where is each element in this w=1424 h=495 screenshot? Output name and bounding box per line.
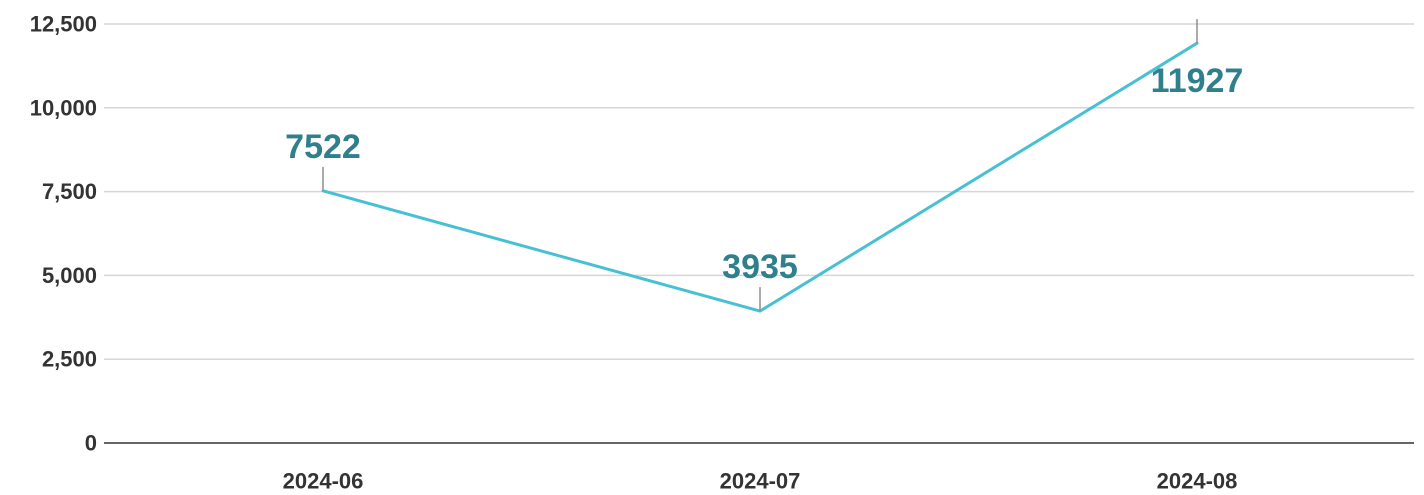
y-tick-label: 0 (85, 431, 97, 456)
y-tick-label: 10,000 (30, 95, 97, 120)
x-tick-label: 2024-06 (283, 469, 364, 494)
data-label: 3935 (722, 248, 798, 286)
data-label: 11927 (1151, 62, 1244, 100)
data-label: 7522 (285, 128, 361, 166)
y-axis-ticks: 0 2,500 5,000 7,500 10,000 12,500 (30, 12, 97, 456)
y-tick-label: 7,500 (42, 179, 97, 204)
x-axis-ticks: 2024-06 2024-07 2024-08 (283, 469, 1238, 494)
x-tick-label: 2024-08 (1157, 469, 1238, 494)
y-tick-label: 5,000 (42, 263, 97, 288)
data-labels: 7522 3935 11927 (285, 19, 1244, 312)
y-tick-label: 12,500 (30, 12, 97, 37)
y-tick-label: 2,500 (42, 347, 97, 372)
x-tick-label: 2024-07 (720, 469, 801, 494)
